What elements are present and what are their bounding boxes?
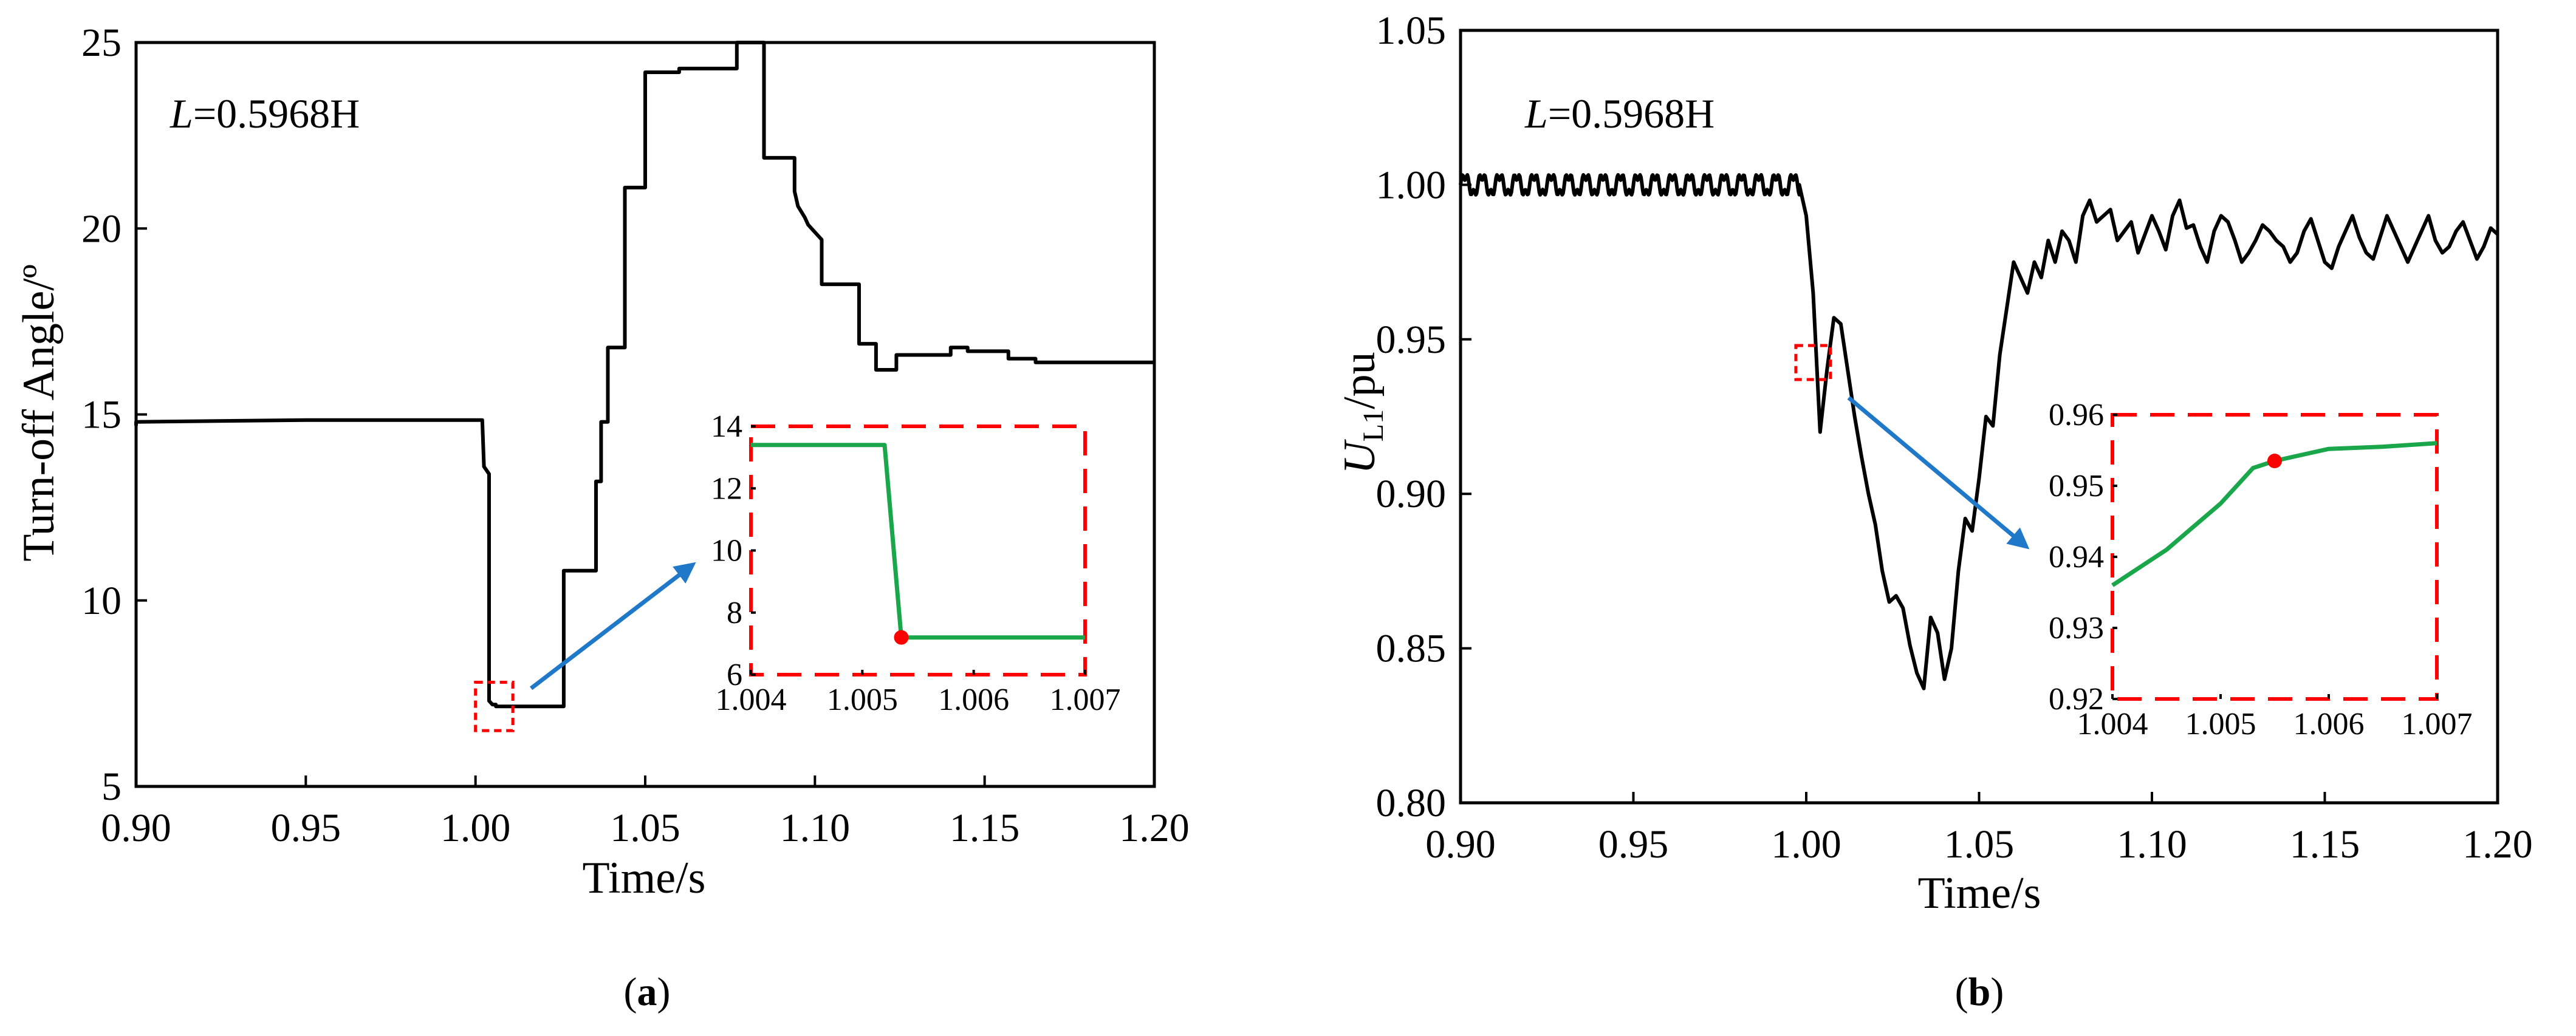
x-axis-title-a: Time/s [583, 853, 706, 903]
panel-label-b: (b) [1955, 970, 2004, 1014]
inset-x-tick-label: 1.007 [1050, 683, 1121, 717]
y-axis-title-a: Turn-off Angle/º [14, 264, 64, 562]
inset-y-tick-label: 0.95 [2049, 469, 2104, 503]
x-tick-label: 1.20 [1119, 806, 1190, 850]
x-tick-label: 1.15 [950, 806, 1020, 850]
inset-y-tick-label: 10 [711, 534, 742, 568]
inset-x-tick-label: 1.005 [2185, 707, 2256, 741]
x-tick-label: 0.90 [101, 806, 171, 850]
x-tick-label: 1.10 [780, 806, 851, 850]
y-tick-label: 10 [81, 579, 122, 623]
y-tick-label: 20 [81, 206, 122, 251]
zoom-box [474, 681, 515, 732]
x-tick-label: 0.95 [271, 806, 341, 850]
x-tick-label: 1.15 [2290, 822, 2360, 867]
zoom-box [1794, 344, 1832, 381]
y-tick-label: 0.80 [1376, 781, 1447, 825]
x-tick-label: 1.00 [440, 806, 511, 850]
y-axis-title-b: UL1/pu [1335, 352, 1389, 474]
x-tick-label: 1.05 [1944, 822, 2015, 867]
series-line [134, 41, 1154, 709]
inset-y-tick-label: 8 [727, 596, 742, 630]
inset-series-line [751, 443, 1085, 640]
inset-marker [2267, 454, 2282, 469]
inset-y-tick-label: 0.96 [2049, 398, 2104, 432]
y-tick-label: 25 [81, 21, 122, 65]
inset-series-line [2111, 441, 2437, 587]
x-tick-label: 1.00 [1771, 822, 1841, 867]
inset-x-tick-label: 1.005 [827, 683, 898, 717]
inset-y-tick-label: 6 [727, 658, 742, 692]
y-tick-label: 0.85 [1376, 627, 1447, 671]
annotation-b: L=0.5968H [1524, 90, 1714, 137]
y-tick-label: 0.90 [1376, 472, 1447, 516]
zoom-arrow [529, 562, 696, 690]
inset-y-tick-label: 0.93 [2049, 611, 2104, 646]
y-tick-label: 0.95 [1376, 318, 1447, 362]
inset-y-tick-label: 0.92 [2049, 682, 2104, 717]
chart-panel-b: 0.90 0.95 1.00 1.05 1.10 1.15 1.20 0.80 0.85 0.90… [1335, 9, 2533, 1014]
inset-x-tick-label: 1.004 [716, 683, 787, 717]
inset-y-tick-label: 0.94 [2049, 540, 2104, 574]
inset-x-tick-label: 1.006 [938, 683, 1009, 717]
chart-panel-a: 0.90 0.95 1.00 1.05 1.10 1.15 1.20 5 10 15 20 25 1.… [14, 21, 1190, 1014]
inset-x-tick-label: 1.004 [2077, 707, 2148, 741]
x-tick-label: 1.10 [2117, 822, 2187, 867]
inset-frame [749, 424, 1087, 676]
y-tick-label: 1.05 [1376, 9, 1447, 53]
inset-x-tick-label: 1.006 [2293, 707, 2365, 741]
inset-y-tick-label: 14 [711, 409, 742, 444]
panel-label-a: (a) [624, 970, 671, 1014]
inset-x-tick-label: 1.007 [2402, 707, 2473, 741]
series-line [1459, 173, 2499, 690]
y-tick-label: 1.00 [1376, 163, 1447, 207]
annotation-a: L=0.5968H [170, 90, 360, 137]
y-tick-label: 5 [101, 765, 122, 809]
zoom-arrow [1847, 396, 2030, 550]
x-tick-label: 1.05 [610, 806, 680, 850]
x-tick-label: 1.20 [2462, 822, 2533, 867]
inset-marker [894, 630, 909, 645]
x-tick-label: 0.95 [1598, 822, 1669, 867]
x-axis-title-b: Time/s [1918, 868, 2041, 918]
x-tick-label: 0.90 [1425, 822, 1496, 867]
inset-y-tick-label: 12 [711, 471, 742, 506]
y-tick-label: 15 [81, 393, 122, 437]
